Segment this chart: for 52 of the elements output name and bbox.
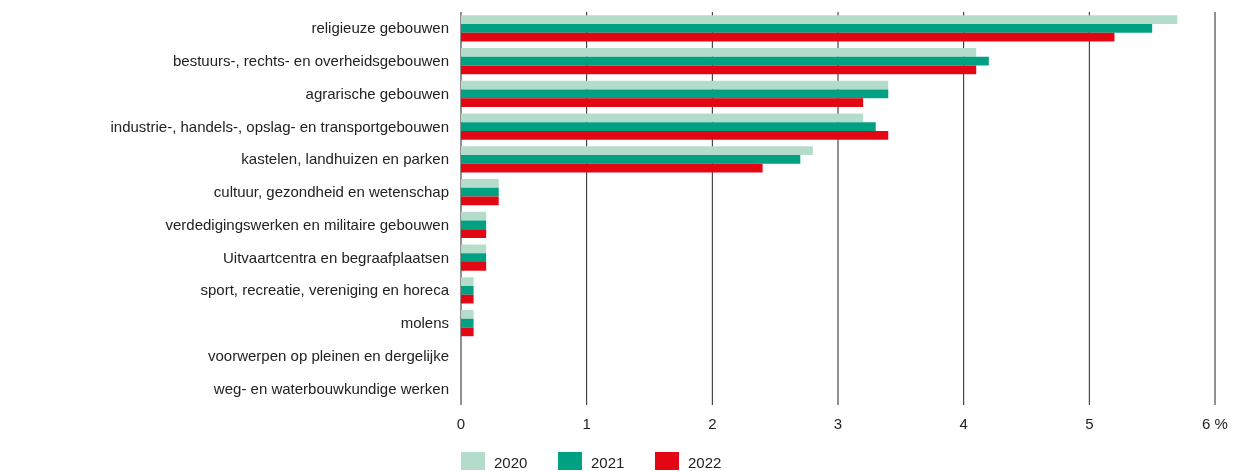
bar [461,277,474,287]
bar [461,80,889,90]
x-tick-label: 3 [833,415,843,432]
bar [461,89,889,99]
bar [461,187,499,197]
legend-label: 2020 [494,454,528,471]
bar [461,211,487,221]
bar [461,286,474,295]
bar [461,179,499,188]
x-tick-label: 6 % [1202,415,1228,432]
bar [461,318,474,328]
bar [461,163,763,173]
bar [461,229,487,238]
bar [461,98,864,107]
bar [461,48,977,57]
y-tick-label: industrie-, handels-, opslag- en transportgebouwen [110,117,449,135]
y-tick-label: weg- en waterbouwkundige werken [212,379,449,397]
bar [461,113,864,123]
legend-label: 2021 [591,454,625,471]
bar [461,155,801,164]
bar [461,310,474,319]
bar [461,32,1115,42]
x-tick-label: 5 [1085,415,1094,432]
y-tick-label: Uitvaartcentra en begraafplaatsen [223,248,449,266]
y-tick-label: sport, recreatie, vereniging en horeca [200,281,450,299]
y-tick-label: bestuurs-, rechts- en overheidsgebouwen [173,52,449,70]
x-tick-label: 1 [582,415,591,432]
y-tick-label: religieuze gebouwen [311,19,449,37]
bar [461,294,474,304]
bar [461,327,474,337]
bar [461,196,499,206]
bar [461,261,487,271]
bar [461,244,487,254]
bar [461,146,813,156]
bar [461,24,1153,33]
bar [461,253,487,262]
y-tick-label: molens [400,314,449,332]
y-tick-label: verdedigingswerken en militaire gebouwen [165,215,449,233]
x-tick-label: 2 [708,415,717,432]
x-tick-label: 0 [456,415,466,432]
bar [461,220,487,230]
legend-label: 2022 [688,454,722,471]
y-tick-label: kastelen, landhuizen en parken [241,150,449,168]
y-tick-label: agrarische gebouwen [305,84,449,102]
y-tick-label: cultuur, gezondheid en wetenschap [213,183,449,201]
x-tick-label: 4 [959,415,968,432]
y-tick-label: voorwerpen op pleinen en dergelijke [208,346,449,364]
bar [461,56,989,66]
bar [461,130,889,140]
bar [461,122,876,131]
bar [461,65,977,75]
bar [461,15,1178,25]
